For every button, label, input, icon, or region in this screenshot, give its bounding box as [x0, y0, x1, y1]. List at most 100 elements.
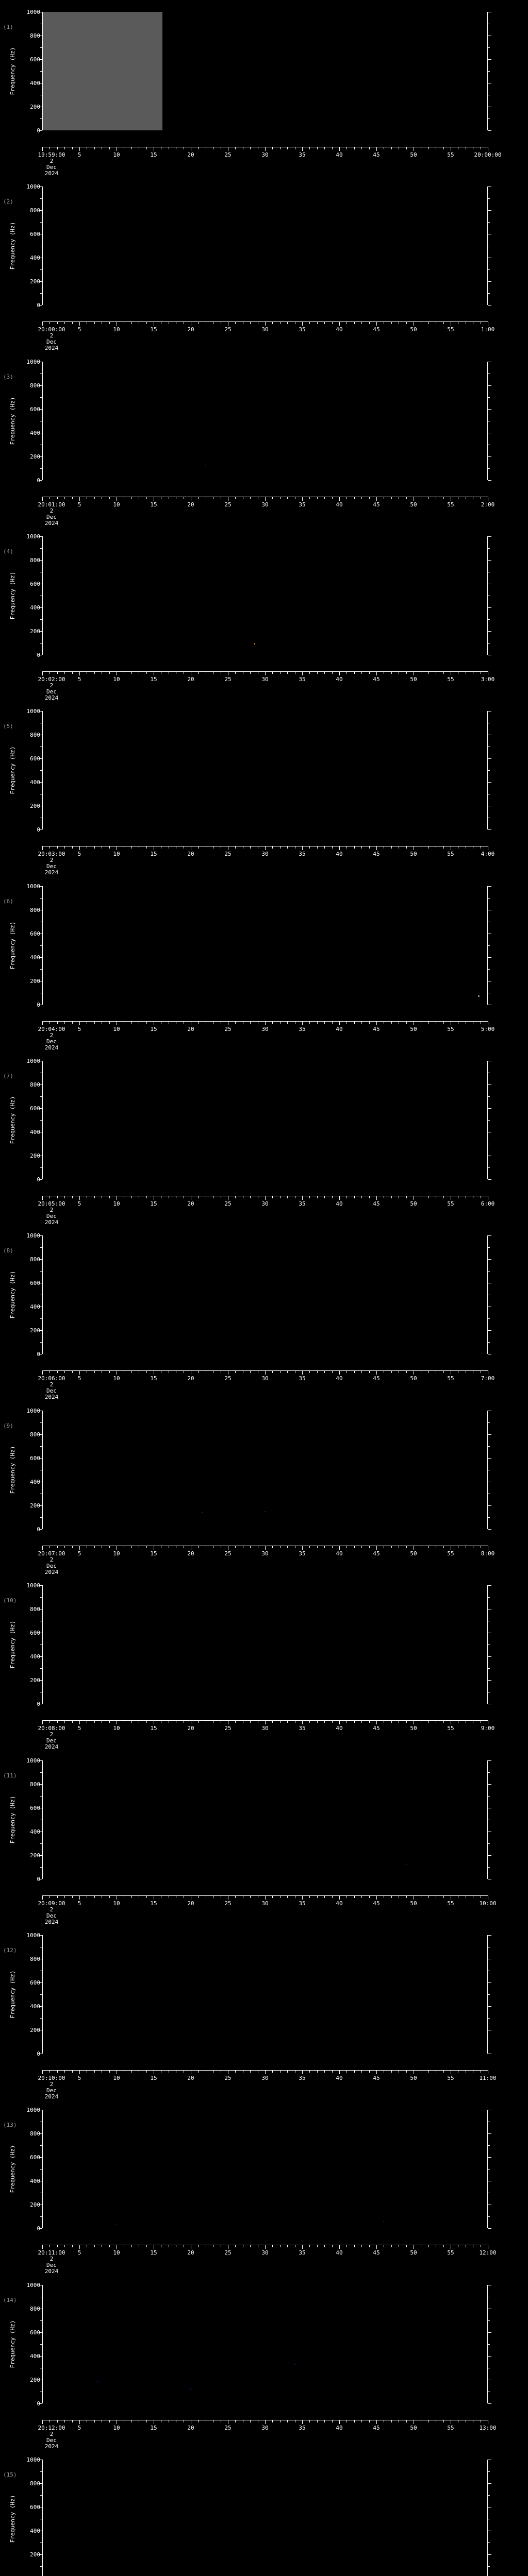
- x-tick-minor: [361, 1720, 362, 1723]
- y-tick-major: [39, 1434, 42, 1435]
- y-tick-minor: [40, 969, 42, 970]
- y-tick-major: [39, 957, 42, 958]
- x-tick-minor: [64, 1196, 65, 1198]
- x-tick-minor: [250, 1895, 251, 1898]
- y-tick-minor: [488, 1096, 490, 1097]
- x-tick-minor: [369, 1196, 370, 1198]
- panel-number: (14): [3, 2297, 17, 2303]
- x-axis-start-datetime: 20:00:00 2 Dec 2024: [38, 327, 65, 351]
- x-tick-minor: [146, 2420, 147, 2422]
- x-tick-label: 40: [336, 1200, 343, 1207]
- x-axis-date-line: 2024: [44, 345, 59, 351]
- x-tick-label: 40: [336, 1725, 343, 1732]
- x-tick-minor: [72, 1196, 73, 1198]
- y-tick-minor: [488, 2145, 490, 2146]
- y-tick-minor: [488, 1517, 490, 1518]
- x-tick-minor: [272, 1196, 273, 1198]
- y-tick-minor: [40, 1994, 42, 1995]
- x-axis-date-line: 2024: [44, 1569, 59, 1575]
- y-tick-major-right: [488, 1259, 491, 1260]
- spectrogram-panel: 0 200 400 600 800 1000 Frequency (Hz) (2) 5 10 15 2…: [0, 184, 528, 362]
- x-tick-label: 30: [261, 1550, 269, 1557]
- x-tick-minor: [406, 147, 407, 149]
- x-tick-major: [302, 147, 303, 151]
- x-tick-label: 25: [224, 1725, 232, 1732]
- x-tick-minor: [131, 1895, 132, 1898]
- x-tick-minor: [57, 321, 58, 324]
- x-tick-label: 5: [77, 1200, 81, 1207]
- x-tick-minor: [198, 497, 199, 499]
- axis-spine-left: [42, 1411, 43, 1529]
- y-tick-label: 0: [37, 1876, 40, 1883]
- x-tick-label: 25: [224, 2249, 232, 2256]
- x-tick-minor: [146, 846, 147, 849]
- x-tick-minor: [57, 1546, 58, 1548]
- y-tick-minor: [488, 1772, 490, 1773]
- x-tick-label: 20: [187, 2075, 194, 2081]
- x-tick-minor: [272, 1370, 273, 1373]
- y-tick-major: [39, 829, 42, 830]
- x-tick-major: [376, 2420, 377, 2424]
- y-tick-label: 600: [30, 1105, 40, 1112]
- x-axis-start-time: 20:08:00: [38, 1725, 65, 1732]
- x-tick-label: 45: [373, 2425, 380, 2431]
- y-tick-label: 0: [37, 1176, 40, 1183]
- y-tick-major-right: [488, 1935, 491, 1936]
- x-tick-minor: [346, 1021, 347, 1024]
- y-tick-major-right: [488, 560, 491, 561]
- axis-spine-right: [487, 1411, 488, 1529]
- x-tick-minor: [332, 1196, 333, 1198]
- x-tick-minor: [324, 1021, 325, 1024]
- y-tick-minor: [488, 1597, 490, 1598]
- y-tick-label: 200: [30, 1852, 40, 1859]
- x-tick-label: 5: [77, 2075, 81, 2081]
- x-tick-minor: [287, 846, 288, 849]
- x-tick-minor: [198, 2245, 199, 2247]
- x-tick-major: [376, 147, 377, 151]
- y-tick-minor: [488, 1271, 490, 1272]
- x-axis-date-line: 2024: [44, 2443, 59, 2450]
- x-axis-date-line: 2024: [44, 1919, 59, 1925]
- y-tick-label: 0: [37, 127, 40, 134]
- x-tick-minor: [272, 1546, 273, 1548]
- x-tick-minor: [346, 1546, 347, 1548]
- x-tick-minor: [332, 1370, 333, 1373]
- x-tick-label: 30: [261, 2249, 269, 2256]
- x-axis-start-time: 20:00:00: [38, 326, 65, 333]
- x-tick-minor: [287, 497, 288, 499]
- y-tick-major: [39, 409, 42, 410]
- x-tick-label: 55: [447, 1200, 454, 1207]
- x-tick-minor: [428, 1720, 429, 1723]
- x-tick-minor: [324, 2245, 325, 2247]
- x-tick-minor: [250, 1720, 251, 1723]
- x-tick-label: 35: [299, 1550, 306, 1557]
- x-tick-minor: [235, 1021, 236, 1024]
- x-tick-minor: [94, 2245, 95, 2247]
- x-tick-minor: [317, 321, 318, 324]
- x-tick-label: 55: [447, 1550, 454, 1557]
- y-tick-minor: [40, 222, 42, 223]
- x-tick-minor: [332, 2245, 333, 2247]
- y-tick-label: 400: [30, 2353, 40, 2360]
- x-tick-label: 10: [113, 676, 120, 683]
- y-tick-minor: [40, 1318, 42, 1319]
- x-tick-major: [302, 2420, 303, 2424]
- x-tick-minor: [94, 497, 95, 499]
- x-axis-start-time: 20:11:00: [38, 2249, 65, 2256]
- x-axis-date-line: Dec: [46, 688, 57, 695]
- x-tick-minor: [443, 1370, 444, 1373]
- y-tick-major: [39, 1330, 42, 1331]
- x-tick-minor: [309, 1895, 310, 1898]
- x-tick-major: [265, 846, 266, 850]
- x-tick-label: 25: [224, 676, 232, 683]
- y-tick-minor: [40, 1668, 42, 1669]
- y-tick-label: 0: [37, 1701, 40, 1707]
- y-tick-label: 200: [30, 2377, 40, 2383]
- x-axis-start-datetime: 20:11:00 2 Dec 2024: [38, 2250, 65, 2275]
- y-tick-label: 1000: [26, 1582, 41, 1589]
- x-tick-minor: [235, 2245, 236, 2247]
- y-tick-major: [39, 2157, 42, 2158]
- plot-area: [42, 711, 488, 829]
- x-tick-minor: [428, 1546, 429, 1548]
- x-tick-minor: [443, 2070, 444, 2073]
